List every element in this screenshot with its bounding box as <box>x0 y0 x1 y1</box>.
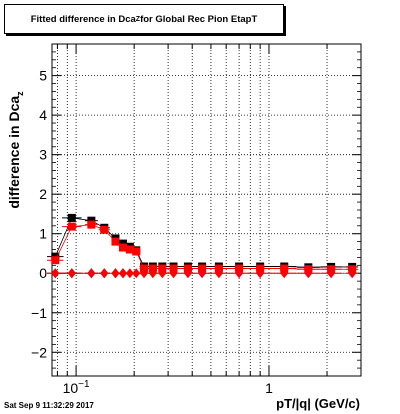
y-tick-label: 0 <box>39 265 47 281</box>
data-point-square <box>111 237 120 246</box>
data-point-diamond <box>235 268 244 279</box>
x-tick-label-exponent: −1 <box>78 379 90 390</box>
series-line <box>54 217 353 268</box>
chart-title-subscript: Z <box>135 15 141 23</box>
y-axis-label-subscript: z <box>14 91 25 96</box>
y-axis-label: difference in Dcaz <box>6 70 25 230</box>
y-axis-label-text: difference in Dca <box>6 95 22 209</box>
series-3 <box>47 268 359 279</box>
data-point-diamond <box>125 268 134 279</box>
x-tick-label: 10−1 <box>63 379 90 396</box>
chart-title-main: Fitted difference in Dca <box>30 13 136 25</box>
chart-title-suffix: for Global Rec Pion EtapT <box>140 13 258 25</box>
data-point-square <box>100 225 109 234</box>
data-point-square <box>51 256 60 265</box>
data-point-diamond <box>51 268 60 279</box>
data-point-square <box>87 220 96 229</box>
y-tick-label: 2 <box>39 186 47 202</box>
y-tick-label: 3 <box>39 147 47 163</box>
data-point-square <box>67 222 76 231</box>
data-point-diamond <box>280 268 289 279</box>
y-tick-label: −1 <box>31 305 47 321</box>
data-point-diamond <box>304 268 313 279</box>
x-tick-label: 1 <box>265 380 273 396</box>
data-point-diamond <box>183 268 192 279</box>
y-tick-label: 5 <box>39 68 47 84</box>
data-point-diamond <box>87 268 96 279</box>
data-point-diamond <box>214 268 223 279</box>
data-point-diamond <box>348 268 357 279</box>
data-point-diamond <box>256 268 265 279</box>
data-point-diamond <box>198 268 207 279</box>
data-point-diamond <box>67 268 76 279</box>
data-point-diamond <box>169 268 178 279</box>
series-1 <box>47 220 359 274</box>
data-point-square <box>67 213 76 222</box>
chart-title: Fitted difference in Dca Z for Global Rec… <box>4 4 284 34</box>
y-tick-label: −2 <box>31 344 47 360</box>
data-point-diamond <box>148 268 157 279</box>
data-point-diamond <box>327 268 336 279</box>
data-point-square <box>125 245 134 254</box>
data-point-square <box>132 247 141 256</box>
data-point-diamond <box>140 268 149 279</box>
plot-frame <box>51 43 362 377</box>
y-tick-label: 1 <box>39 226 47 242</box>
data-point-diamond <box>118 268 127 279</box>
timestamp: Sat Sep 9 11:32:29 2017 <box>4 401 94 410</box>
data-point-square <box>118 243 127 252</box>
x-axis-label: pT/|q| (GeV/c) <box>276 396 360 411</box>
data-point-diamond <box>111 268 120 279</box>
y-tick-label: 4 <box>39 107 47 123</box>
data-point-diamond <box>132 268 141 279</box>
data-point-diamond <box>100 268 109 279</box>
data-point-diamond <box>158 268 167 279</box>
